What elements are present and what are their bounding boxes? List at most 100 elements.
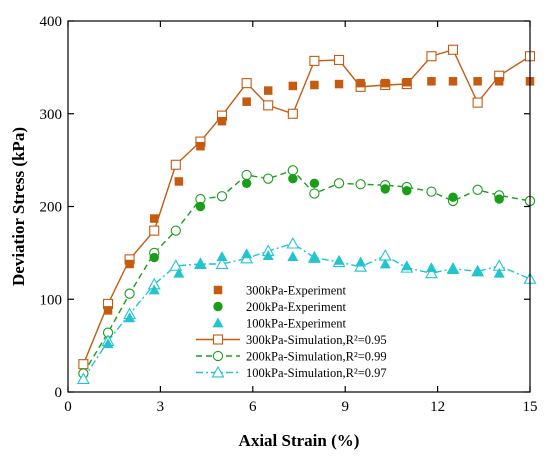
data-point bbox=[333, 178, 345, 189]
data-point bbox=[426, 51, 437, 62]
data-point bbox=[124, 288, 135, 299]
data-point bbox=[380, 184, 390, 194]
legend-marker bbox=[213, 301, 223, 312]
data-point bbox=[215, 257, 229, 269]
plot-marks bbox=[76, 44, 537, 384]
x-axis-title: Axial Strain (%) bbox=[239, 431, 360, 450]
data-point bbox=[288, 173, 298, 184]
data-point bbox=[195, 201, 206, 212]
data-point bbox=[401, 260, 413, 271]
data-point bbox=[241, 78, 252, 89]
data-point bbox=[241, 178, 252, 189]
data-point bbox=[310, 80, 319, 90]
data-point bbox=[426, 186, 437, 197]
data-point bbox=[78, 359, 89, 370]
legend-marker bbox=[213, 285, 223, 295]
data-point bbox=[169, 259, 183, 271]
data-point bbox=[448, 192, 458, 202]
x-tick-label: 3 bbox=[157, 399, 165, 415]
legend-marker bbox=[212, 317, 224, 328]
data-point bbox=[494, 194, 504, 204]
data-point bbox=[149, 225, 160, 236]
data-point bbox=[308, 252, 320, 263]
axis-ticks: 0 3 6 9 12 15 0 100 200 300 400 bbox=[40, 14, 538, 415]
legend-marker bbox=[211, 365, 225, 378]
data-point bbox=[447, 264, 459, 274]
data-point bbox=[493, 267, 505, 278]
data-point bbox=[287, 108, 298, 119]
data-point bbox=[216, 251, 228, 261]
data-point bbox=[263, 86, 273, 95]
data-point bbox=[355, 179, 366, 190]
data-point bbox=[333, 254, 345, 265]
x-tick-label: 9 bbox=[341, 399, 349, 415]
x-tick-label: 15 bbox=[523, 399, 538, 415]
data-point bbox=[148, 284, 160, 295]
data-point bbox=[217, 116, 227, 126]
data-point bbox=[196, 141, 205, 151]
data-point bbox=[125, 259, 134, 269]
data-point bbox=[448, 77, 458, 86]
data-point bbox=[174, 177, 184, 186]
data-point bbox=[76, 372, 90, 384]
y-tick-label: 0 bbox=[55, 385, 63, 401]
data-point bbox=[262, 250, 274, 261]
data-point bbox=[241, 248, 253, 259]
legend-marker bbox=[212, 334, 224, 345]
data-point bbox=[170, 225, 181, 236]
y-tick-label: 300 bbox=[40, 107, 63, 123]
legend-label: 300kPa-Simulation,R²=0.95 bbox=[246, 333, 387, 347]
data-point bbox=[149, 252, 159, 263]
legend-label: 300kPa-Experiment bbox=[246, 284, 347, 298]
data-point bbox=[216, 191, 228, 202]
data-point bbox=[309, 178, 320, 189]
data-point bbox=[173, 267, 185, 278]
data-point bbox=[102, 338, 114, 349]
x-tick-label: 6 bbox=[249, 399, 257, 415]
y-tick-label: 200 bbox=[40, 200, 63, 216]
data-point bbox=[425, 266, 438, 279]
data-point bbox=[472, 265, 484, 276]
data-point bbox=[149, 214, 159, 223]
data-point bbox=[242, 97, 251, 106]
data-point bbox=[287, 165, 298, 176]
data-point bbox=[170, 159, 181, 170]
data-point bbox=[379, 258, 391, 269]
data-point bbox=[263, 173, 274, 184]
legend-label: 200kPa-Simulation,R²=0.99 bbox=[246, 350, 387, 364]
y-tick-label: 100 bbox=[40, 292, 63, 308]
data-point bbox=[473, 77, 482, 86]
data-point bbox=[309, 55, 320, 66]
data-point bbox=[124, 312, 136, 323]
data-point bbox=[425, 262, 437, 273]
legend: 300kPa-Experiment 200kPa-Experiment 100kPa… bbox=[196, 284, 387, 380]
data-point bbox=[263, 100, 274, 111]
data-point bbox=[356, 78, 365, 88]
data-point bbox=[194, 258, 206, 269]
data-point bbox=[427, 77, 436, 86]
data-point bbox=[402, 186, 412, 196]
legend-marker bbox=[212, 350, 224, 362]
x-tick-label: 0 bbox=[64, 399, 72, 415]
data-point bbox=[288, 81, 298, 91]
data-point bbox=[494, 77, 504, 86]
x-tick-label: 12 bbox=[430, 399, 445, 415]
data-point bbox=[472, 97, 483, 108]
data-point bbox=[309, 188, 320, 199]
data-point bbox=[286, 236, 300, 249]
data-point bbox=[355, 256, 367, 267]
data-point bbox=[287, 251, 299, 261]
data-point bbox=[241, 169, 252, 181]
legend-label: 100kPa-Experiment bbox=[246, 317, 347, 331]
legend-label: 100kPa-Simulation,R²=0.97 bbox=[246, 366, 387, 380]
y-tick-label: 400 bbox=[40, 14, 63, 30]
data-point bbox=[472, 184, 483, 195]
data-point bbox=[333, 54, 345, 66]
legend-label: 200kPa-Experiment bbox=[246, 300, 347, 314]
data-point bbox=[402, 77, 412, 87]
data-point bbox=[103, 306, 113, 315]
y-axis-title: Deviatior Stress (kPa) bbox=[9, 127, 28, 286]
data-point bbox=[380, 78, 390, 88]
data-point bbox=[447, 44, 459, 55]
